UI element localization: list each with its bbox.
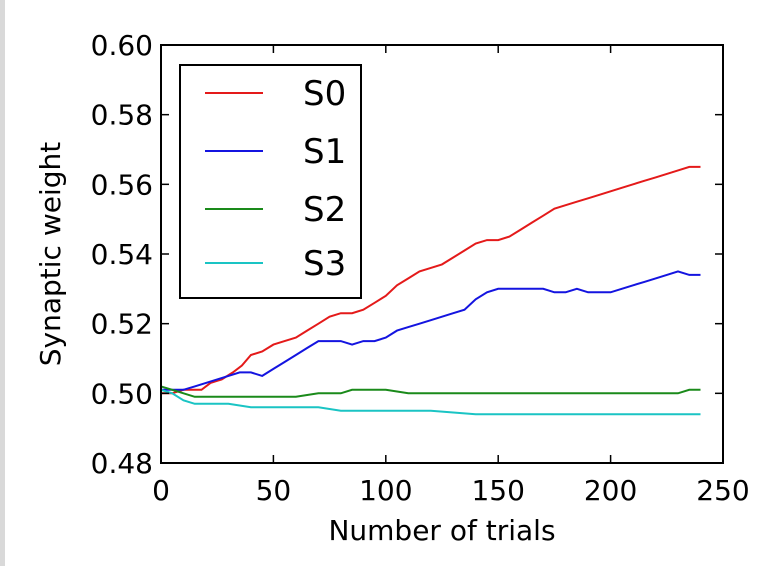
plot-lines <box>160 165 701 416</box>
x-tick-label: 200 <box>584 474 637 507</box>
x-tick-label: 150 <box>471 474 524 507</box>
y-tick-label: 0.60 <box>91 29 153 62</box>
y-tick-label: 0.58 <box>91 99 153 132</box>
series-line-s0 <box>161 165 701 395</box>
series-line-s3 <box>160 388 701 416</box>
legend-label-s1: S1 <box>303 132 346 172</box>
y-tick-label: 0.50 <box>91 377 153 410</box>
axis-ticks: 0 50 100 150 200 250 0.48 0.50 0.52 0.54 0.56 0.58 0… <box>91 29 750 507</box>
x-tick-label: 0 <box>152 474 170 507</box>
legend-label-s3: S3 <box>303 244 346 284</box>
x-axis-label: Number of trials <box>328 514 555 547</box>
window-left-edge <box>0 0 5 566</box>
y-tick-label: 0.48 <box>91 447 153 480</box>
y-tick-label: 0.52 <box>91 308 153 341</box>
x-tick-label: 250 <box>696 474 749 507</box>
y-tick-label: 0.54 <box>91 238 153 271</box>
legend: S0 S1 S2 S3 <box>179 64 362 299</box>
legend-label-s2: S2 <box>303 190 346 230</box>
y-axis-label: Synaptic weight <box>34 142 67 367</box>
y-tick-label: 0.56 <box>91 168 153 201</box>
x-tick-label: 100 <box>359 474 412 507</box>
legend-label-s0: S0 <box>303 74 346 114</box>
series-line-s2 <box>160 385 701 398</box>
series-line-s1 <box>161 270 701 391</box>
legend-box <box>179 64 362 299</box>
x-tick-label: 50 <box>256 474 292 507</box>
